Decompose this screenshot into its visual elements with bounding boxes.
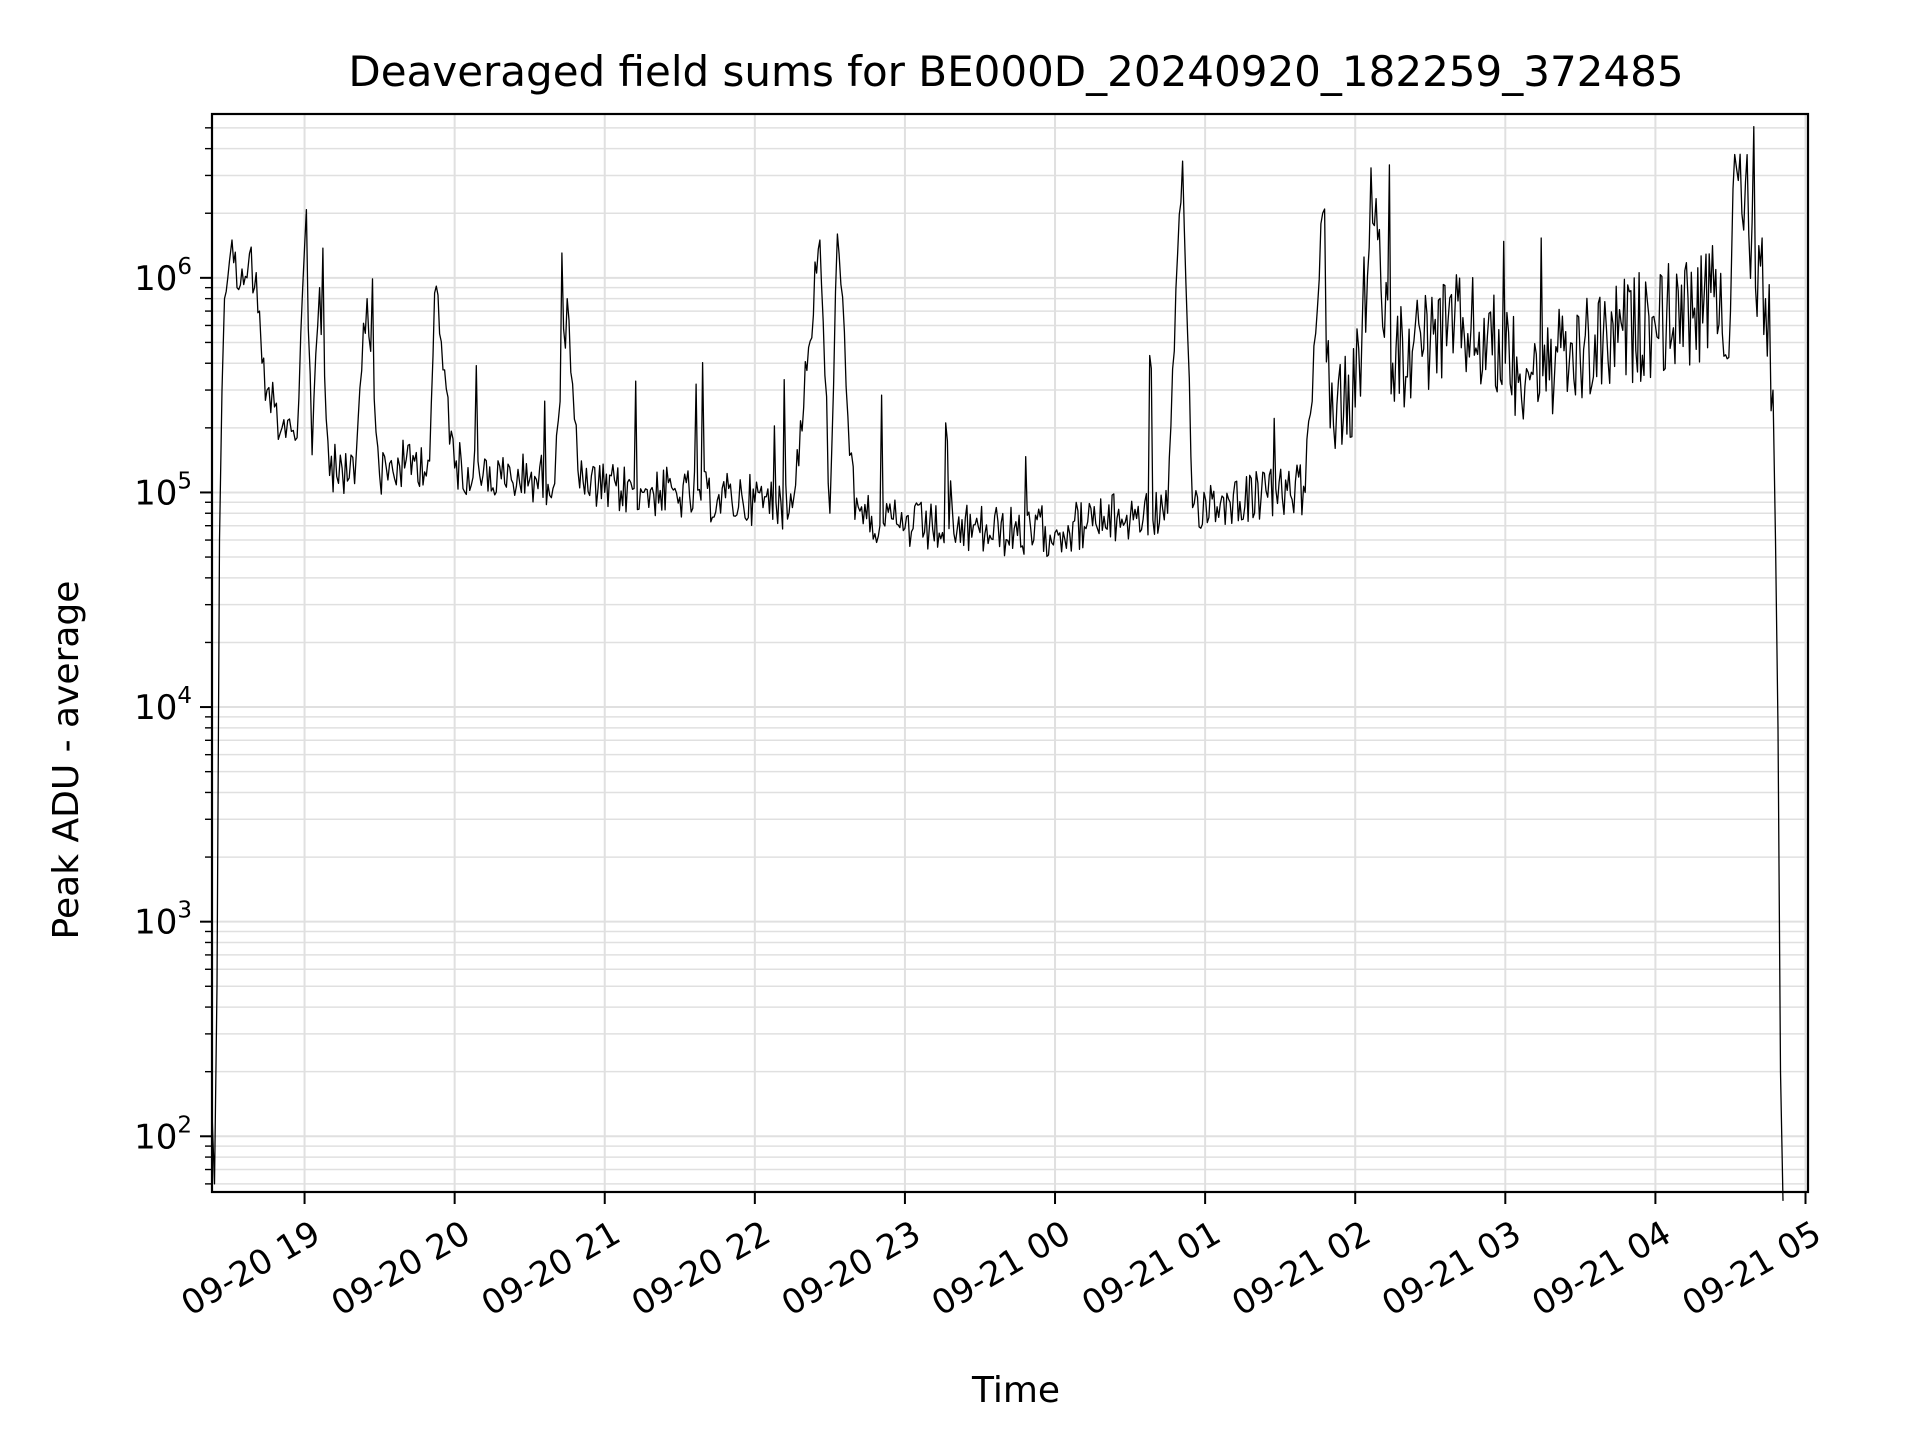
x-axis-label: Time: [971, 1370, 1060, 1411]
y-tick-label: 105: [134, 468, 192, 513]
series-layer: [211, 126, 1784, 1201]
y-axis-label: Peak ADU - average: [46, 581, 87, 940]
y-tick-label: 106: [134, 254, 192, 299]
y-tick-label: 102: [134, 1112, 192, 1157]
y-tick-label: 104: [134, 683, 192, 728]
plot-frame: [210, 112, 1810, 1194]
y-tick-label: 103: [134, 898, 192, 943]
series-line-0: [211, 126, 1784, 1201]
chart-title: Deaveraged field sums for BE000D_2024092…: [348, 47, 1683, 96]
